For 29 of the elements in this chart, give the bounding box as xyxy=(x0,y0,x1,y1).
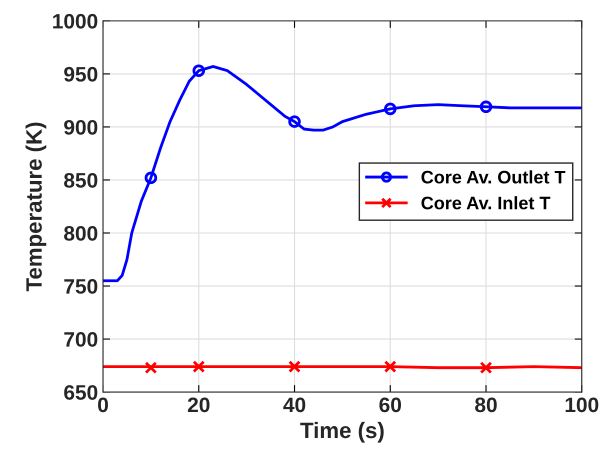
point xyxy=(384,360,397,373)
y-tick-label: 950 xyxy=(64,66,98,82)
y-tick-label: 1000 xyxy=(53,14,98,29)
point xyxy=(192,360,206,373)
point xyxy=(144,361,158,374)
x-tick-label: 100 xyxy=(566,397,598,412)
point xyxy=(192,64,206,77)
legend-label: Core Av. Inlet T xyxy=(421,196,550,210)
x-tick-label: 20 xyxy=(188,397,210,412)
y-tick-label: 850 xyxy=(64,172,98,188)
point xyxy=(288,360,301,373)
x-tick-label: 40 xyxy=(283,397,306,412)
point xyxy=(384,102,397,116)
y-tick-label: 800 xyxy=(64,226,98,241)
y-tick-label: 650 xyxy=(64,385,98,400)
legend-label: Core Av. Outlet T xyxy=(421,170,566,184)
x-tick-label: 0 xyxy=(98,397,108,412)
y-tick-label: 700 xyxy=(64,332,98,347)
point xyxy=(288,115,301,128)
x-axis-title: Time (s) xyxy=(300,422,384,443)
x-tick-label: 80 xyxy=(475,397,497,412)
y-tick-label: 900 xyxy=(64,120,98,135)
line-series xyxy=(103,65,582,282)
point xyxy=(480,361,492,374)
x-tick-label: 60 xyxy=(379,397,401,412)
point xyxy=(480,100,492,114)
y-axis-title: Temperature (K) xyxy=(26,122,46,292)
y-tick-label: 750 xyxy=(64,279,98,294)
point xyxy=(144,172,158,184)
